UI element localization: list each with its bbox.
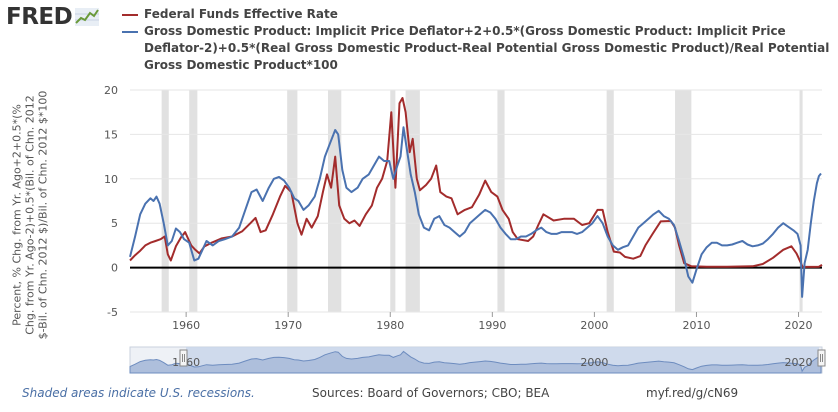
y-tick-label: 15	[104, 128, 118, 141]
x-tick-label: 2010	[682, 319, 710, 332]
recession-band	[189, 90, 198, 312]
navigator-series	[129, 350, 822, 374]
x-tick-label: 1980	[376, 319, 404, 332]
fred-chart-icon	[75, 8, 100, 26]
y-tick-label: -5	[107, 306, 118, 319]
y-tick-label: 5	[111, 217, 118, 230]
recession-band	[799, 90, 803, 312]
x-tick-labels: 1960 1970 1980 1990 2000 2010 2020	[172, 312, 813, 332]
y-tick-label: 10	[104, 173, 118, 186]
recession-band	[328, 90, 342, 312]
recession-band	[161, 90, 169, 312]
chart-legend: Federal Funds Effective Rate Gross Domes…	[122, 6, 832, 74]
x-tick-label: 1970	[274, 319, 302, 332]
navigator-tick-label: 2000	[580, 356, 608, 369]
legend-label-fed-funds: Federal Funds Effective Rate	[144, 7, 338, 21]
series-line-gdp	[129, 126, 822, 298]
recession-band	[606, 90, 614, 312]
x-tick-label: 2020	[785, 319, 813, 332]
navigator-handle-left[interactable]	[179, 349, 188, 367]
fred-logo[interactable]: FRED	[6, 4, 100, 30]
navigator-tick-label: 2020	[785, 356, 813, 369]
y-tick-label: 0	[111, 262, 118, 275]
legend-item-fed-funds: Federal Funds Effective Rate	[122, 6, 832, 23]
grid-lines	[130, 89, 822, 313]
recession-note: Shaded areas indicate U.S. recessions.	[22, 386, 255, 400]
series-lines	[129, 97, 823, 298]
fred-logo-text: FRED	[6, 4, 73, 30]
recession-band	[675, 90, 692, 312]
range-navigator[interactable]: 196020002020	[129, 346, 826, 374]
y-tick-label: 20	[104, 84, 118, 97]
legend-label-gdp: Gross Domestic Product: Implicit Price D…	[144, 24, 830, 72]
y-tick-labels: -5 0 5 10 15 20	[104, 84, 118, 319]
navigator-handle-right[interactable]	[817, 349, 826, 367]
navigator-tick-labels: 196020002020	[172, 356, 812, 369]
x-tick-label: 1990	[478, 319, 506, 332]
x-tick-label: 2000	[580, 319, 608, 332]
sources-text: Sources: Board of Governors; CBO; BEA	[312, 386, 550, 400]
recession-band	[497, 90, 505, 312]
x-tick-label: 1960	[172, 319, 200, 332]
legend-item-gdp: Gross Domestic Product: Implicit Price D…	[122, 23, 832, 74]
short-url-link[interactable]: myf.red/g/cN69	[646, 386, 739, 400]
recession-band	[390, 90, 396, 312]
legend-swatch-fed-funds	[122, 14, 138, 16]
legend-swatch-gdp	[122, 31, 138, 33]
